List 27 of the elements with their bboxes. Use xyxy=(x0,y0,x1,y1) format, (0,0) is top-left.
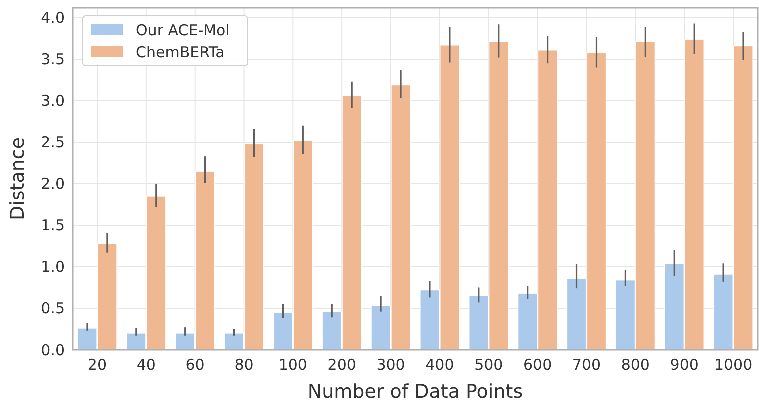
y-tick-label: 3.0 xyxy=(41,92,65,110)
y-tick-label: 3.5 xyxy=(41,50,65,69)
x-tick-label: 600 xyxy=(524,356,552,374)
x-tick-label: 20 xyxy=(88,356,108,374)
x-tick-label: 1000 xyxy=(714,356,753,374)
x-tick-label: 60 xyxy=(186,356,205,374)
y-tick-label: 4.0 xyxy=(41,9,65,28)
x-tick-label: 300 xyxy=(376,356,406,374)
x-tick-label: 700 xyxy=(572,356,602,374)
x-axis-title: Number of Data Points xyxy=(308,381,524,403)
x-tick-label: 400 xyxy=(426,356,454,374)
legend-label: Our ACE-Mol xyxy=(136,21,230,40)
x-tick-label: 900 xyxy=(670,356,699,374)
x-tick-label: 100 xyxy=(278,356,308,374)
legend-label: ChemBERTa xyxy=(136,43,225,62)
x-tick-label: 500 xyxy=(474,356,504,374)
y-tick-label: 2.0 xyxy=(41,175,65,194)
y-tick-label: 1.0 xyxy=(41,258,65,276)
y-tick-label: 2.5 xyxy=(41,134,65,152)
y-tick-label: 0.5 xyxy=(41,300,65,318)
y-tick-label: 1.5 xyxy=(41,216,65,235)
x-tick-label: 80 xyxy=(234,356,254,374)
x-tick-label: 800 xyxy=(621,356,650,374)
x-tick-label: 200 xyxy=(328,356,356,374)
y-axis-title: Distance xyxy=(7,137,29,221)
y-tick-label: 0.0 xyxy=(41,341,65,360)
x-tick-label: 40 xyxy=(136,356,156,374)
